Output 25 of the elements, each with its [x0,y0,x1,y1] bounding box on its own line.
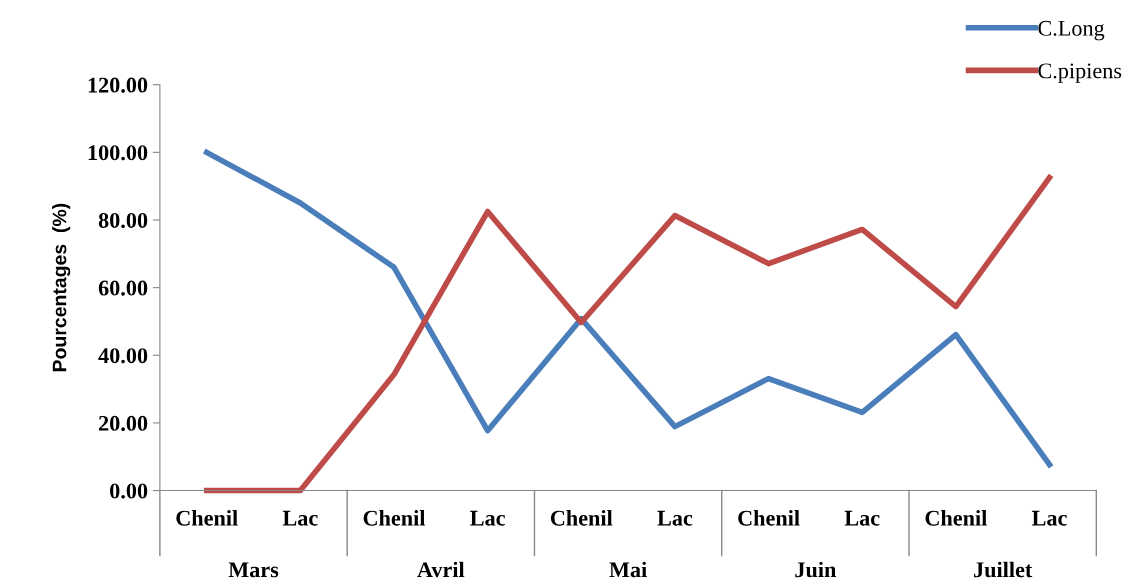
x-tick-label: Lac [1031,510,1067,526]
text: Avril [417,561,465,578]
x-tick-label: Chenil [738,510,800,526]
legend-label: C.pipiens [1038,63,1122,83]
x-tick-label: Lac [657,510,693,526]
y-tick-label: 120.00 [88,77,148,93]
y-tick-label: 100.00 [88,145,148,161]
x-tick-label: Chenil [925,510,987,526]
text: Mars [228,562,279,578]
y-tick-label: 60.00 [98,280,148,296]
y-tick-label: 20.00 [99,415,148,431]
x-tick-label: Lac [282,510,318,526]
x-tick-label: Chenil [363,510,426,526]
legend-label: C.Long [1038,20,1105,41]
text: Juin [795,561,837,578]
x-tick-label: Lac [470,510,505,526]
text: Mai [609,561,647,578]
y-tick-label: 40.00 [98,348,148,364]
y-axis-title: Pourcentages (%) [52,203,71,372]
x-tick-label: Lac [844,510,880,526]
x-tick-label: Chenil [176,510,238,526]
y-tick-label: 80.00 [98,212,148,228]
text: Juillet [974,561,1033,578]
y-tick-label: 0.00 [110,483,148,499]
x-tick-label: Chenil [550,510,613,526]
